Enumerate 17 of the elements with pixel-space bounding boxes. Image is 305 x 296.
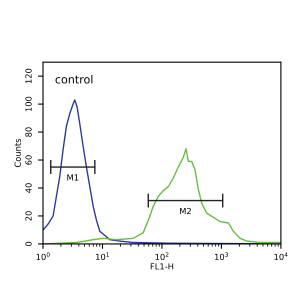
x-tick-label: 10$^{4}$ [274, 252, 288, 260]
annotation: control [56, 74, 92, 84]
y-tick-label: 100 [25, 96, 32, 112]
y-axis-title: Counts [14, 138, 21, 168]
y-tick-label: 80 [25, 127, 32, 137]
x-tick-label: 10$^{0}$ [36, 252, 50, 260]
x-tick-label: 10$^{2}$ [156, 252, 168, 260]
y-tick-label: 40 [25, 183, 32, 193]
y-tick-label: 60 [25, 155, 32, 165]
y-tick-label: 20 [25, 211, 32, 221]
series-label: M2 [180, 208, 191, 214]
x-tick-label: 10$^{3}$ [215, 252, 228, 260]
y-tick-label: 120 [25, 68, 32, 84]
x-tick-label: 10$^{1}$ [96, 252, 110, 260]
x-axis-title: FL1-H [150, 263, 174, 270]
series-label: M1 [67, 174, 78, 180]
y-tick-label: 0 [25, 242, 32, 246]
